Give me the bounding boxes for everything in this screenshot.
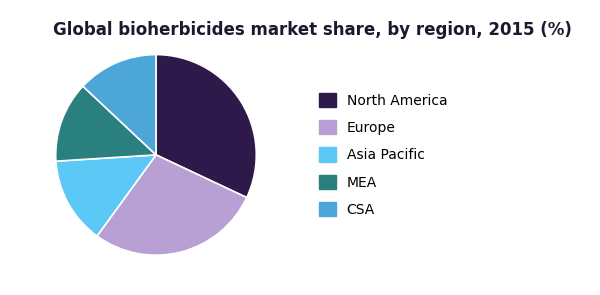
Wedge shape [83, 55, 156, 155]
Legend: North America, Europe, Asia Pacific, MEA, CSA: North America, Europe, Asia Pacific, MEA… [319, 93, 448, 217]
Wedge shape [56, 155, 156, 236]
Wedge shape [156, 55, 256, 198]
Wedge shape [56, 86, 156, 161]
Wedge shape [97, 155, 247, 255]
Text: Global bioherbicides market share, by region, 2015 (%): Global bioherbicides market share, by re… [53, 21, 571, 39]
